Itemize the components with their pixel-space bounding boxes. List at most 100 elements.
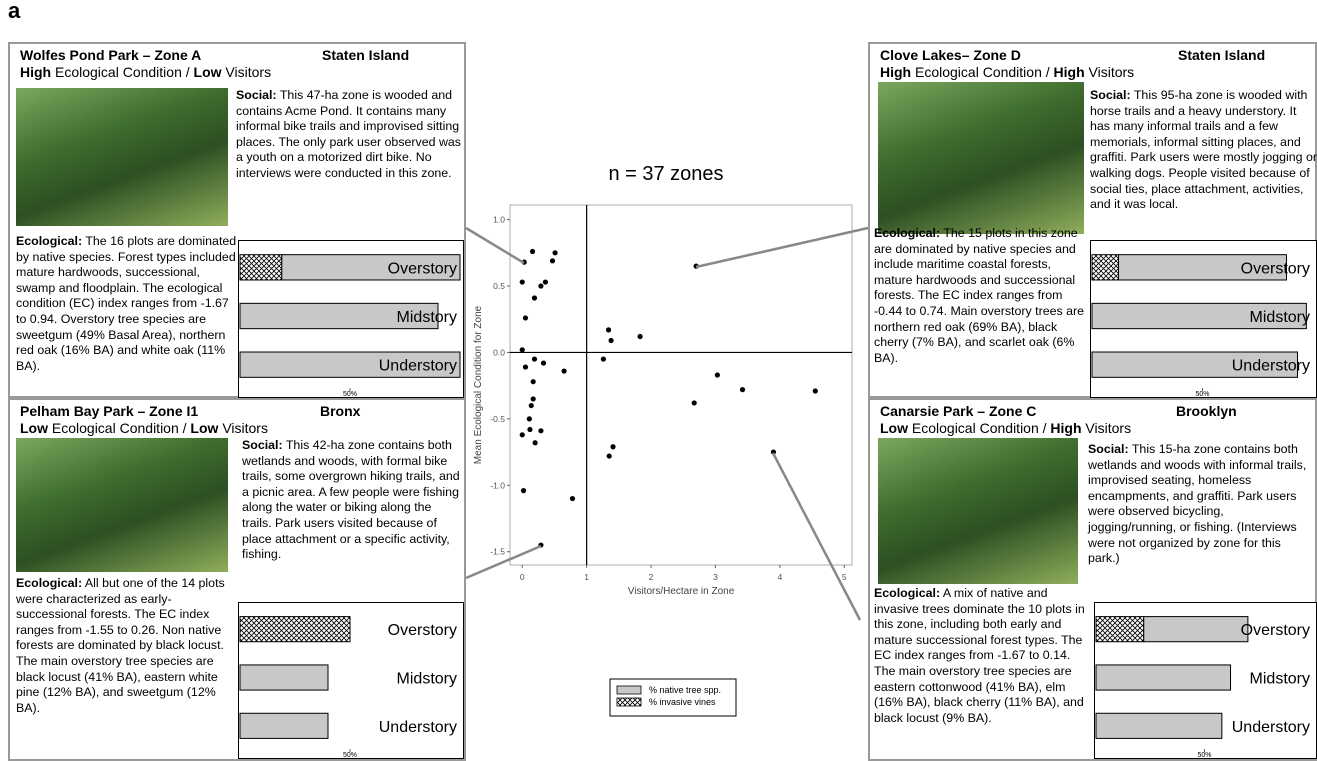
social-label: Social: [236,88,277,102]
photo [16,88,228,226]
point [552,250,557,255]
point [610,444,615,449]
point [740,387,745,392]
condition-part: Visitors [225,64,271,80]
point [692,400,697,405]
ecological-text: Ecological: The 15 plots in this zone ar… [874,226,1088,366]
photo [878,82,1084,234]
point [523,315,528,320]
condition-part: High [1050,420,1081,436]
bar-invasive [1096,617,1144,642]
condition-part: High [1054,64,1085,80]
x-tick-label: 4 [777,572,782,582]
point [570,496,575,501]
category-label: Understory [1232,358,1310,375]
social-body: This 15-ha zone contains both wetlands a… [1088,442,1306,565]
point [520,347,525,352]
panel: Pelham Bay Park – Zone I1BronxLow Ecolog… [8,398,466,761]
condition-part: Low [880,420,908,436]
condition-part: Visitors [222,420,268,436]
point [529,403,534,408]
condition-part: Ecological Condition / [915,64,1050,80]
point [771,449,776,454]
point [609,338,614,343]
bar-chart: OverstoryMidstoryUnderstory50% [1095,603,1316,758]
y-tick-label: 0.5 [493,281,505,291]
x-tick-label: 50% [343,391,357,397]
legend-label: % invasive vines [649,697,716,707]
condition: Low Ecological Condition / Low Visitors [20,420,268,436]
point [521,488,526,493]
category-label: Midstory [397,309,457,326]
category-label: Understory [379,358,457,375]
point [694,264,699,269]
bar-native [1096,665,1231,690]
point [531,379,536,384]
x-tick-label: 2 [649,572,654,582]
bar-chart: Overstory Midstory Understory 50% [239,241,463,397]
ecological-text: Ecological: The 16 plots are dominated b… [16,234,238,374]
category-label: Overstory [388,622,457,639]
y-axis-label: Mean Ecological Condition for Zone [473,305,484,464]
point [523,364,528,369]
point [607,453,612,458]
condition-part: Low [194,64,222,80]
condition-part: Visitors [1089,64,1135,80]
category-label: Midstory [1250,671,1310,688]
social-text: Social: This 95-ha zone is wooded with h… [1090,88,1317,213]
condition-part: Low [20,420,48,436]
point [532,356,537,361]
point [715,372,720,377]
point [527,427,532,432]
point [541,360,546,365]
social-label: Social: [1090,88,1131,102]
x-tick-label: 50% [343,752,357,758]
x-tick-label: 3 [713,572,718,582]
social-body: This 42-ha zone contains both wetlands a… [242,438,460,561]
ecological-label: Ecological: [874,226,940,240]
x-axis-label: Visitors/Hectare in Zone [628,586,735,597]
bar-native [1096,713,1222,738]
bar-invasive [240,255,282,280]
ecological-label: Ecological: [16,576,82,590]
x-tick-label: 0 [520,572,525,582]
panel-location: Brooklyn [1176,403,1237,419]
point [543,279,548,284]
panel-title: Pelham Bay Park – Zone I1 [20,403,198,419]
condition: High Ecological Condition / High Visitor… [880,64,1134,80]
point [550,258,555,263]
condition: Low Ecological Condition / High Visitors [880,420,1131,436]
bar-native [240,665,328,690]
legend-label: % native tree spp. [649,685,721,695]
condition-part: High [880,64,911,80]
category-label: Overstory [1241,260,1310,277]
category-label: Overstory [388,260,457,277]
bar-native [1144,617,1248,642]
point [532,295,537,300]
social-label: Social: [1088,442,1129,456]
ecological-body: The 15 plots in this zone are dominated … [874,226,1084,365]
x-tick-label: 50% [1195,391,1209,397]
bar-invasive [240,617,350,642]
y-tick-label: -1.5 [490,547,505,557]
social-text: Social: This 15-ha zone contains both we… [1088,442,1310,567]
ecological-label: Ecological: [16,234,82,248]
condition-part: Ecological Condition / [52,420,187,436]
y-tick-label: 0.0 [493,347,505,357]
legend-swatch [617,686,641,694]
point [638,334,643,339]
social-label: Social: [242,438,283,452]
x-tick-label: 1 [584,572,589,582]
category-label: Understory [379,719,457,736]
panel-title: Clove Lakes– Zone D [880,47,1021,63]
category-label: Understory [1232,719,1310,736]
ecological-text: Ecological: A mix of native and invasive… [874,586,1094,726]
legend-swatch [617,698,641,706]
plot-frame [510,205,852,565]
point [527,416,532,421]
panel: Wolfes Pond Park – Zone AStaten IslandHi… [8,42,466,398]
